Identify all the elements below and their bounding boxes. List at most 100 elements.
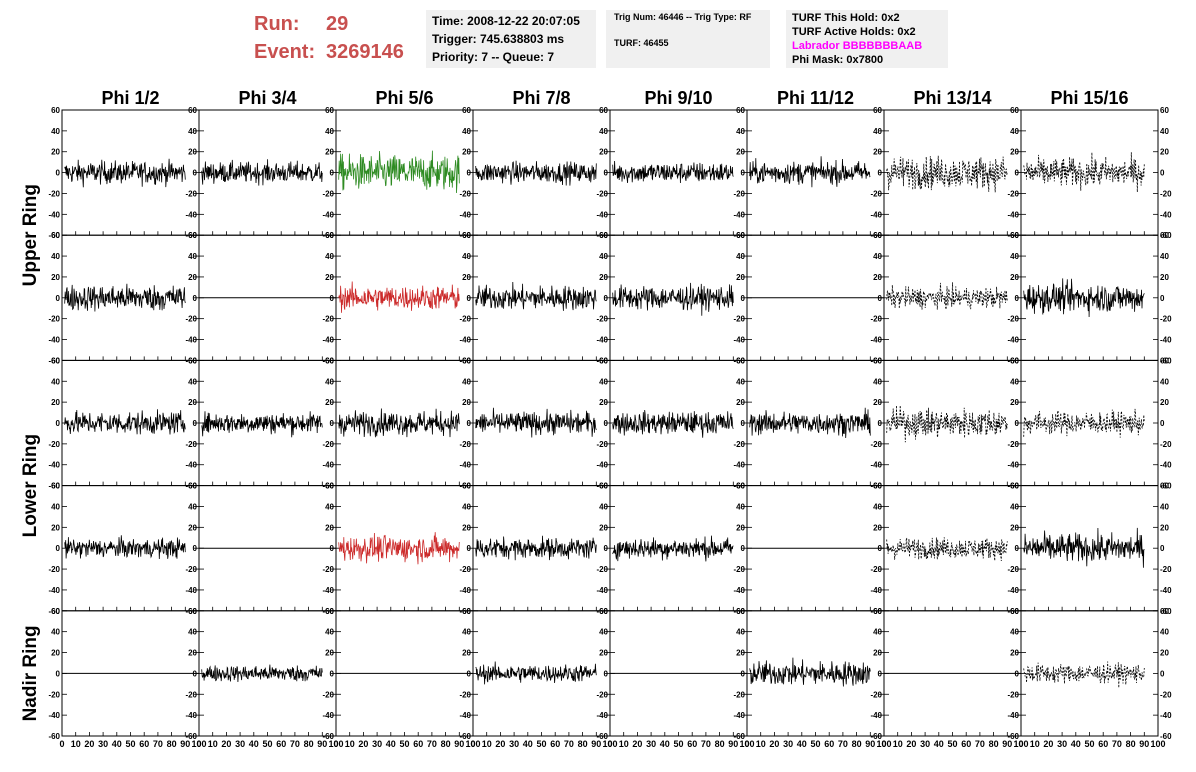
waveform-trace xyxy=(612,282,734,316)
y-tick-label: -40 xyxy=(596,711,608,720)
x-tick-label: 90 xyxy=(728,739,738,749)
y-tick-label: 60 xyxy=(462,482,471,491)
y-tick-label: -60 xyxy=(48,231,60,240)
y-tick-label: -40 xyxy=(870,461,882,470)
y-tick-label: 20 xyxy=(1010,398,1019,407)
y-tick-label: -20 xyxy=(459,440,471,449)
y-tick-label: 60 xyxy=(188,231,197,240)
x-tick-label: 100 xyxy=(465,739,480,749)
y-tick-label: -40 xyxy=(185,210,197,219)
y-tick-label: 20 xyxy=(325,523,334,532)
y-tick-label: -40 xyxy=(1160,586,1172,595)
y-tick-label: 0 xyxy=(1160,544,1165,553)
y-tick-label: 40 xyxy=(736,377,745,386)
y-tick-label: -60 xyxy=(185,231,197,240)
y-tick-label: 0 xyxy=(193,419,198,428)
waveform-trace xyxy=(201,664,323,683)
y-tick-label: 60 xyxy=(188,607,197,616)
y-tick-label: -20 xyxy=(870,565,882,574)
column-title: Phi 1/2 xyxy=(101,88,159,108)
y-tick-label: 0 xyxy=(741,169,746,178)
x-tick-label: 50 xyxy=(673,739,683,749)
x-tick-label: 0 xyxy=(1018,739,1023,749)
y-tick-label: -40 xyxy=(870,586,882,595)
waveform-trace xyxy=(612,535,734,562)
y-tick-label: 40 xyxy=(599,127,608,136)
x-tick-label: 40 xyxy=(660,739,670,749)
y-tick-label: 40 xyxy=(1160,628,1169,637)
x-tick-label: 10 xyxy=(893,739,903,749)
y-tick-label: -40 xyxy=(322,210,334,219)
x-tick-label: 30 xyxy=(509,739,519,749)
ring-label: Upper Ring xyxy=(20,184,41,286)
y-tick-label: -20 xyxy=(870,315,882,324)
y-tick-label: 0 xyxy=(56,169,61,178)
y-tick-label: 0 xyxy=(467,294,472,303)
y-tick-label: 0 xyxy=(1160,669,1165,678)
y-tick-label: 60 xyxy=(51,356,60,365)
y-tick-label: 60 xyxy=(1010,356,1019,365)
x-tick-label: 40 xyxy=(249,739,259,749)
x-tick-label: 90 xyxy=(180,739,190,749)
x-tick-label: 60 xyxy=(824,739,834,749)
waveform-trace xyxy=(475,281,597,311)
y-tick-label: -20 xyxy=(870,440,882,449)
y-tick-label: -20 xyxy=(322,440,334,449)
waveform-trace xyxy=(338,532,460,565)
y-tick-label: 20 xyxy=(873,523,882,532)
y-tick-label: 20 xyxy=(325,649,334,658)
y-tick-label: 40 xyxy=(1160,377,1169,386)
y-tick-label: -40 xyxy=(870,336,882,345)
y-tick-label: -60 xyxy=(1160,607,1172,616)
y-tick-label: -20 xyxy=(1007,189,1019,198)
event-value: 3269146 xyxy=(326,41,404,63)
y-tick-label: 40 xyxy=(462,502,471,511)
y-tick-label: 20 xyxy=(1010,148,1019,157)
y-tick-label: 0 xyxy=(1015,294,1020,303)
y-tick-label: 20 xyxy=(599,523,608,532)
y-tick-label: 0 xyxy=(330,669,335,678)
y-tick-label: 20 xyxy=(599,649,608,658)
x-tick-label: 20 xyxy=(769,739,779,749)
x-tick-label: 20 xyxy=(1043,739,1053,749)
waveform-trace xyxy=(612,409,734,438)
y-tick-label: 40 xyxy=(188,628,197,637)
x-tick-label: 100 xyxy=(876,739,891,749)
y-tick-label: 20 xyxy=(325,398,334,407)
panel-frame xyxy=(883,359,1022,487)
y-tick-label: 0 xyxy=(1015,419,1020,428)
y-tick-label: -40 xyxy=(870,711,882,720)
y-tick-label: -60 xyxy=(1007,607,1019,616)
y-tick-label: 0 xyxy=(1160,294,1165,303)
x-tick-label: 30 xyxy=(920,739,930,749)
y-tick-label: 0 xyxy=(56,669,61,678)
x-tick-label: 20 xyxy=(632,739,642,749)
y-tick-label: -40 xyxy=(48,586,60,595)
y-tick-label: 60 xyxy=(51,482,60,491)
waveform-trace xyxy=(64,283,186,312)
y-tick-label: -40 xyxy=(459,210,471,219)
panel-frame xyxy=(1020,109,1159,236)
y-tick-label: 20 xyxy=(1160,523,1169,532)
x-tick-label: 70 xyxy=(290,739,300,749)
waveform-trace xyxy=(475,661,597,685)
x-tick-label: 40 xyxy=(934,739,944,749)
y-tick-label: -60 xyxy=(733,732,745,741)
waveform-trace xyxy=(1023,152,1145,193)
x-tick-label: 10 xyxy=(756,739,766,749)
x-tick-label: 30 xyxy=(235,739,245,749)
y-tick-label: -60 xyxy=(322,231,334,240)
run-event-block: Run: 29 Event: 3269146 xyxy=(254,10,404,66)
y-tick-label: 20 xyxy=(462,148,471,157)
x-tick-label: 10 xyxy=(71,739,81,749)
y-tick-label: 60 xyxy=(325,231,334,240)
x-tick-label: 40 xyxy=(797,739,807,749)
y-tick-label: 40 xyxy=(325,252,334,261)
ring-label: Nadir Ring xyxy=(20,625,41,721)
y-tick-label: 20 xyxy=(599,273,608,282)
y-tick-label: -40 xyxy=(185,336,197,345)
x-tick-label: 80 xyxy=(989,739,999,749)
y-tick-label: 40 xyxy=(599,628,608,637)
y-tick-label: 40 xyxy=(51,127,60,136)
y-tick-label: 60 xyxy=(188,106,197,115)
